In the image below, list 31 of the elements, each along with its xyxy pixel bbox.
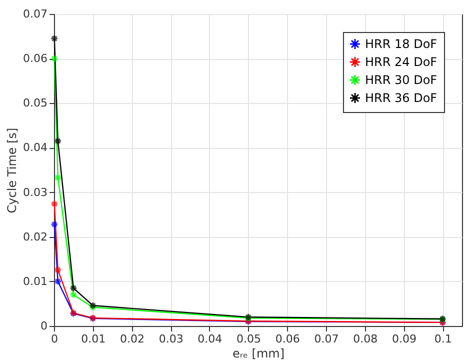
point — [54, 266, 62, 274]
x-tick-label: 0.02 — [120, 332, 144, 346]
y-tick-label: 0.05 — [23, 96, 48, 110]
y-tick-label: 0.03 — [23, 186, 48, 199]
legend-label: HRR 18 DoF — [365, 37, 438, 51]
y-tick-label: 0.04 — [23, 141, 48, 154]
x-tick-label: 0.03 — [158, 332, 184, 346]
x-tick-label: 0.05 — [236, 332, 262, 346]
point — [54, 174, 62, 182]
point — [54, 137, 62, 145]
x-tick-label: 0.04 — [198, 332, 222, 346]
y-axis-title: Cycle Time [s] — [5, 128, 20, 214]
legend-label: HRR 30 DoF — [365, 73, 438, 87]
x-tick-label: 0.08 — [353, 332, 378, 346]
x-tick-label: 0 — [51, 332, 58, 346]
y-tick-label: 0.01 — [23, 274, 48, 288]
point — [70, 290, 78, 299]
x-tick-label: 0.01 — [81, 332, 106, 346]
point — [70, 284, 78, 292]
y-tick-label: 0.06 — [23, 52, 48, 66]
x-tick-label: 0.06 — [275, 332, 300, 346]
legend-label: HRR 24 DoF — [365, 55, 438, 69]
x-tick-label: 0.09 — [392, 332, 416, 346]
y-tick-label: 0.02 — [23, 230, 48, 244]
x-axis-title: eᵣₑ [mm] — [232, 346, 285, 360]
y-tick-label: 0.07 — [23, 8, 48, 20]
point — [54, 278, 62, 286]
x-tick-label: 0.1 — [434, 332, 452, 346]
y-tick-label: 0 — [40, 320, 48, 332]
x-tick-label: 0.07 — [314, 332, 339, 346]
legend-label: HRR 36 DoF — [365, 91, 438, 105]
